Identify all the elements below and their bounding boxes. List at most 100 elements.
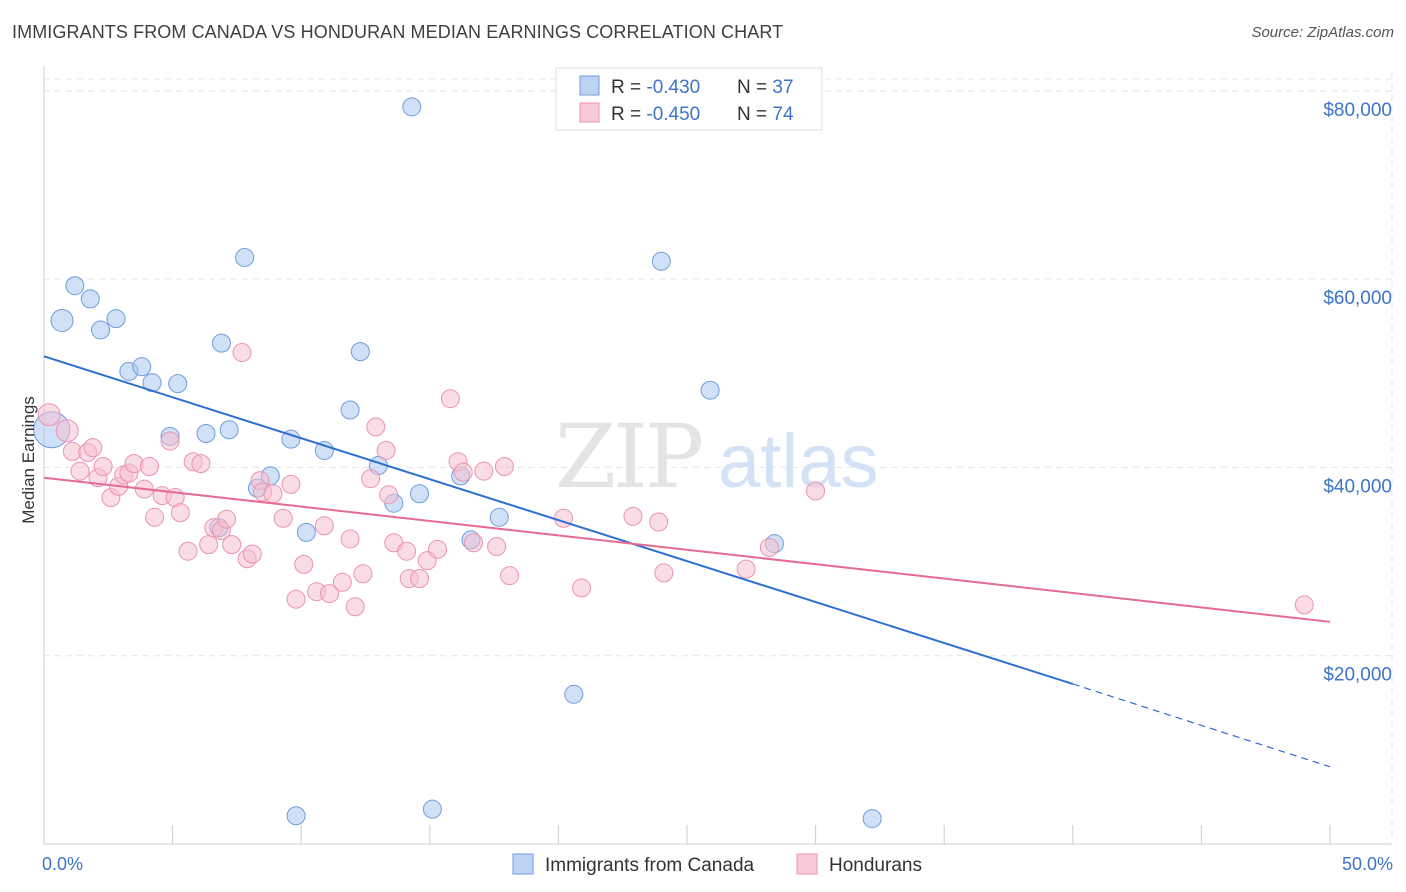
point-hondurans [273,508,293,528]
x-tick-label-min: 0.0% [42,854,83,874]
point-hondurans [759,537,779,557]
point-hondurans [139,456,159,476]
legend-n-label: N = [737,104,772,125]
legend-n-label: N = [737,77,772,98]
point-canada [80,289,100,309]
point-hondurans [70,461,90,481]
point-canada [219,420,239,440]
point-hondurans [294,554,314,574]
point-canada [211,333,231,353]
point-hondurans [1294,595,1314,615]
point-hondurans [366,417,386,437]
point-hondurans [37,403,61,427]
point-hondurans [83,438,103,458]
y-tick-label: $80,000 [1323,100,1392,121]
y-axis-label: Median Earnings [19,396,38,524]
point-hondurans [410,569,430,589]
y-tick-label: $60,000 [1323,288,1392,309]
legend-r-label: R = [611,77,646,98]
point-hondurans [286,589,306,609]
point-canada [65,276,85,296]
point-hondurans [222,535,242,555]
watermark: ZIP atlas [555,405,879,508]
point-hondurans [242,544,262,564]
point-hondurans [487,536,507,556]
y-tick-label: $40,000 [1323,476,1392,497]
x-tick-labels: 0.0% 50.0% [42,854,1393,874]
point-hondurans [145,507,165,527]
legend-swatch-hondurans [579,102,600,123]
point-canada [489,507,509,527]
point-hondurans [124,454,144,474]
y-tick-label: $20,000 [1323,665,1392,686]
legend-r-value: -0.450 [646,104,700,125]
legend-bottom-swatch-canada [512,853,534,875]
point-canada [350,342,370,362]
point-hondurans [453,462,473,482]
point-canada [286,806,306,826]
point-hondurans [191,454,211,474]
legend-r-label: R = [611,104,646,125]
point-hondurans [281,474,301,494]
legend-r-value: -0.430 [646,77,700,98]
point-canada [564,684,584,704]
legend-swatch-canada [579,75,600,96]
svg-text:N = 74: N = 74 [737,104,794,125]
svg-text:R = -0.450: R = -0.450 [611,104,700,125]
point-hondurans [55,419,79,443]
chart-title: IMMIGRANTS FROM CANADA VS HONDURAN MEDIA… [12,22,784,42]
point-hondurans [654,563,674,583]
legend-n-value: 37 [772,77,793,98]
point-hondurans [314,516,334,536]
point-hondurans [440,389,460,409]
point-canada [235,247,255,267]
trend-line-canada [43,355,1074,685]
legend-bottom-label-hondurans: Hondurans [829,855,922,876]
axes [43,66,1392,845]
point-hondurans [340,529,360,549]
legend-bottom-label-canada: Immigrants from Canada [545,855,755,876]
point-hondurans [806,481,826,501]
point-canada [862,809,882,829]
trend-line-canada-extension [1072,683,1331,768]
point-canada [168,374,188,394]
point-hondurans [232,343,252,363]
svg-text:N = 37: N = 37 [737,77,794,98]
point-canada [700,380,720,400]
point-canada [410,484,430,504]
point-hondurans [345,597,365,617]
point-hondurans [376,440,396,460]
point-hondurans [428,539,448,559]
point-hondurans [332,572,352,592]
point-hondurans [572,578,592,598]
point-hondurans [464,533,484,553]
point-canada [314,440,334,460]
point-canada [281,429,301,449]
point-hondurans [263,484,283,504]
point-canada [296,522,316,542]
point-canada [340,400,360,420]
point-canada [402,97,422,117]
point-hondurans [170,503,190,523]
point-hondurans [623,506,643,526]
point-canada [50,309,74,333]
trend-line-hondurans [43,476,1331,623]
point-hondurans [160,431,180,451]
x-tick-label-max: 50.0% [1342,854,1393,874]
source-label: Source: ZipAtlas.com [1251,24,1394,41]
point-canada [196,424,216,444]
legend-n-value: 74 [772,104,794,125]
point-hondurans [474,461,494,481]
point-hondurans [736,559,756,579]
point-hondurans [353,564,373,584]
point-hondurans [361,469,381,489]
trend-lines [43,355,1331,768]
points [33,97,1314,829]
point-canada [106,309,126,329]
watermark-zip: ZIP [555,405,702,508]
point-canada [132,357,152,377]
svg-text:R = -0.430: R = -0.430 [611,77,700,98]
point-canada [422,799,442,819]
point-hondurans [199,535,219,555]
point-hondurans [500,566,520,586]
